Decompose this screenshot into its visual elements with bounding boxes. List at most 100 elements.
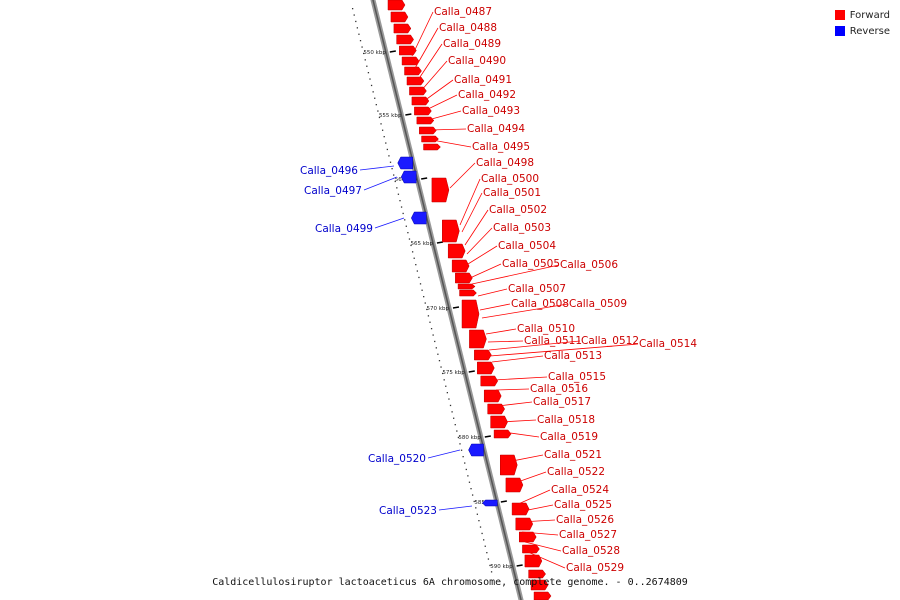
ruler-minor-tick [446, 392, 449, 394]
forward-gene-block [399, 45, 417, 56]
reverse-gene-block [468, 443, 484, 457]
ruler-minor-tick [369, 78, 371, 80]
ruler-minor-tick [372, 91, 374, 93]
ruler-major-tick [516, 564, 523, 567]
forward-gene-block [387, 0, 406, 11]
forward-gene-label: Calla_0518 [537, 414, 595, 426]
forward-gene-block [480, 375, 499, 387]
forward-gene-leader [477, 288, 508, 297]
ruler-minor-tick [366, 65, 368, 67]
ruler-minor-tick [386, 148, 389, 151]
forward-gene-block [390, 11, 409, 23]
ruler-minor-tick [475, 507, 477, 509]
ruler-major-tick [436, 241, 444, 244]
reverse-gene-leader [363, 176, 398, 191]
forward-gene-leader [521, 531, 559, 536]
forward-gene-leader [493, 376, 548, 381]
legend-reverse: Reverse [834, 24, 890, 38]
ruler-minor-tick [399, 200, 401, 202]
ruler-minor-tick [453, 417, 455, 419]
ruler-minor-tick [361, 46, 363, 48]
forward-gene-block [393, 23, 412, 34]
forward-gene-block [469, 329, 487, 349]
forward-gene-block [401, 56, 420, 66]
ruler-minor-tick [473, 500, 475, 503]
ruler-minor-tick [418, 276, 420, 279]
forward-gene-block [528, 569, 546, 579]
ruler-minor-tick [429, 321, 431, 323]
forward-gene-label: Calla_0487 [434, 6, 492, 18]
ruler-major-tick [468, 370, 475, 373]
ruler-minor-tick [443, 379, 445, 381]
ruler-minor-tick [421, 289, 423, 291]
forward-gene-label: Calla_0498 [476, 157, 534, 169]
ruler-minor-tick [481, 532, 483, 535]
forward-gene-label: Calla_0514 [639, 338, 697, 350]
ruler-minor-tick [456, 430, 458, 432]
forward-gene-block [423, 143, 441, 151]
ruler-minor-tick [407, 232, 409, 234]
forward-gene-leader [419, 60, 448, 93]
ruler-minor-tick [370, 84, 373, 87]
reverse-gene-label: Calla_0499 [315, 223, 373, 235]
forward-gene-leader [506, 454, 544, 463]
ruler-minor-tick [404, 219, 406, 221]
forward-gene-block [451, 259, 470, 273]
ruler-minor-tick [460, 449, 463, 451]
reverse-gene-leader [359, 165, 395, 171]
forward-gene-label: Calla_0512 [581, 335, 639, 347]
ruler-minor-tick [438, 360, 441, 362]
forward-gene-leader [431, 139, 472, 148]
ruler-minor-tick [394, 180, 396, 183]
forward-gene-block [490, 415, 508, 429]
ruler-minor-tick [383, 136, 385, 138]
forward-gene-label: Calla_0506 [560, 259, 618, 271]
ruler-minor-tick [435, 347, 437, 349]
forward-gene-label: Calla_0502 [489, 204, 547, 216]
ruler-minor-tick [353, 14, 355, 16]
forward-gene-label: Calla_0510 [517, 323, 575, 335]
forward-gene-block [477, 361, 495, 375]
forward-gene-leader [519, 519, 556, 523]
ruler-minor-tick [378, 116, 381, 119]
ruler-minor-tick [489, 564, 491, 567]
forward-gene-leader [479, 303, 511, 311]
ruler-minor-tick [413, 257, 415, 259]
forward-gene-label: Calla_0526 [556, 514, 614, 526]
forward-gene-block [442, 219, 460, 243]
ruler-minor-tick [459, 443, 461, 445]
forward-gene-label: Calla_0490 [448, 55, 506, 67]
ruler-minor-tick [465, 468, 467, 471]
ruler-minor-tick [367, 72, 370, 74]
forward-gene-block [461, 299, 480, 329]
forward-gene-label: Calla_0489 [443, 38, 501, 50]
forward-gene-block [522, 544, 540, 554]
forward-gene-leader [467, 245, 498, 265]
forward-gene-label: Calla_0508 [511, 298, 569, 310]
ruler-minor-tick [411, 251, 414, 253]
forward-gene-label: Calla_0517 [533, 396, 591, 408]
ruler-minor-tick [483, 539, 485, 541]
forward-gene-block [416, 116, 435, 125]
forward-gene-leader [527, 551, 566, 569]
ruler-tick-label: 590 kbp [490, 564, 513, 570]
forward-gene-leader [423, 79, 454, 102]
ruler-minor-tick [471, 494, 474, 496]
ruler-minor-tick [359, 40, 362, 42]
reverse-gene-leader [374, 217, 405, 229]
ruler-minor-tick [445, 385, 447, 387]
ruler-minor-tick [393, 174, 395, 176]
reverse-gene-leader [427, 449, 461, 459]
forward-gene-leader [449, 162, 476, 189]
forward-gene-label: Calla_0505 [502, 258, 560, 270]
forward-gene-leader [461, 192, 483, 233]
forward-gene-label: Calla_0525 [554, 499, 612, 511]
forward-gene-block [414, 106, 432, 116]
forward-gene-label: Calla_0527 [559, 529, 617, 541]
legend-reverse-label: Reverse [849, 25, 890, 37]
forward-gene-block [493, 429, 512, 439]
forward-gene-label: Calla_0515 [548, 371, 606, 383]
ruler-minor-tick [364, 59, 366, 61]
ruler-minor-tick [415, 264, 417, 266]
